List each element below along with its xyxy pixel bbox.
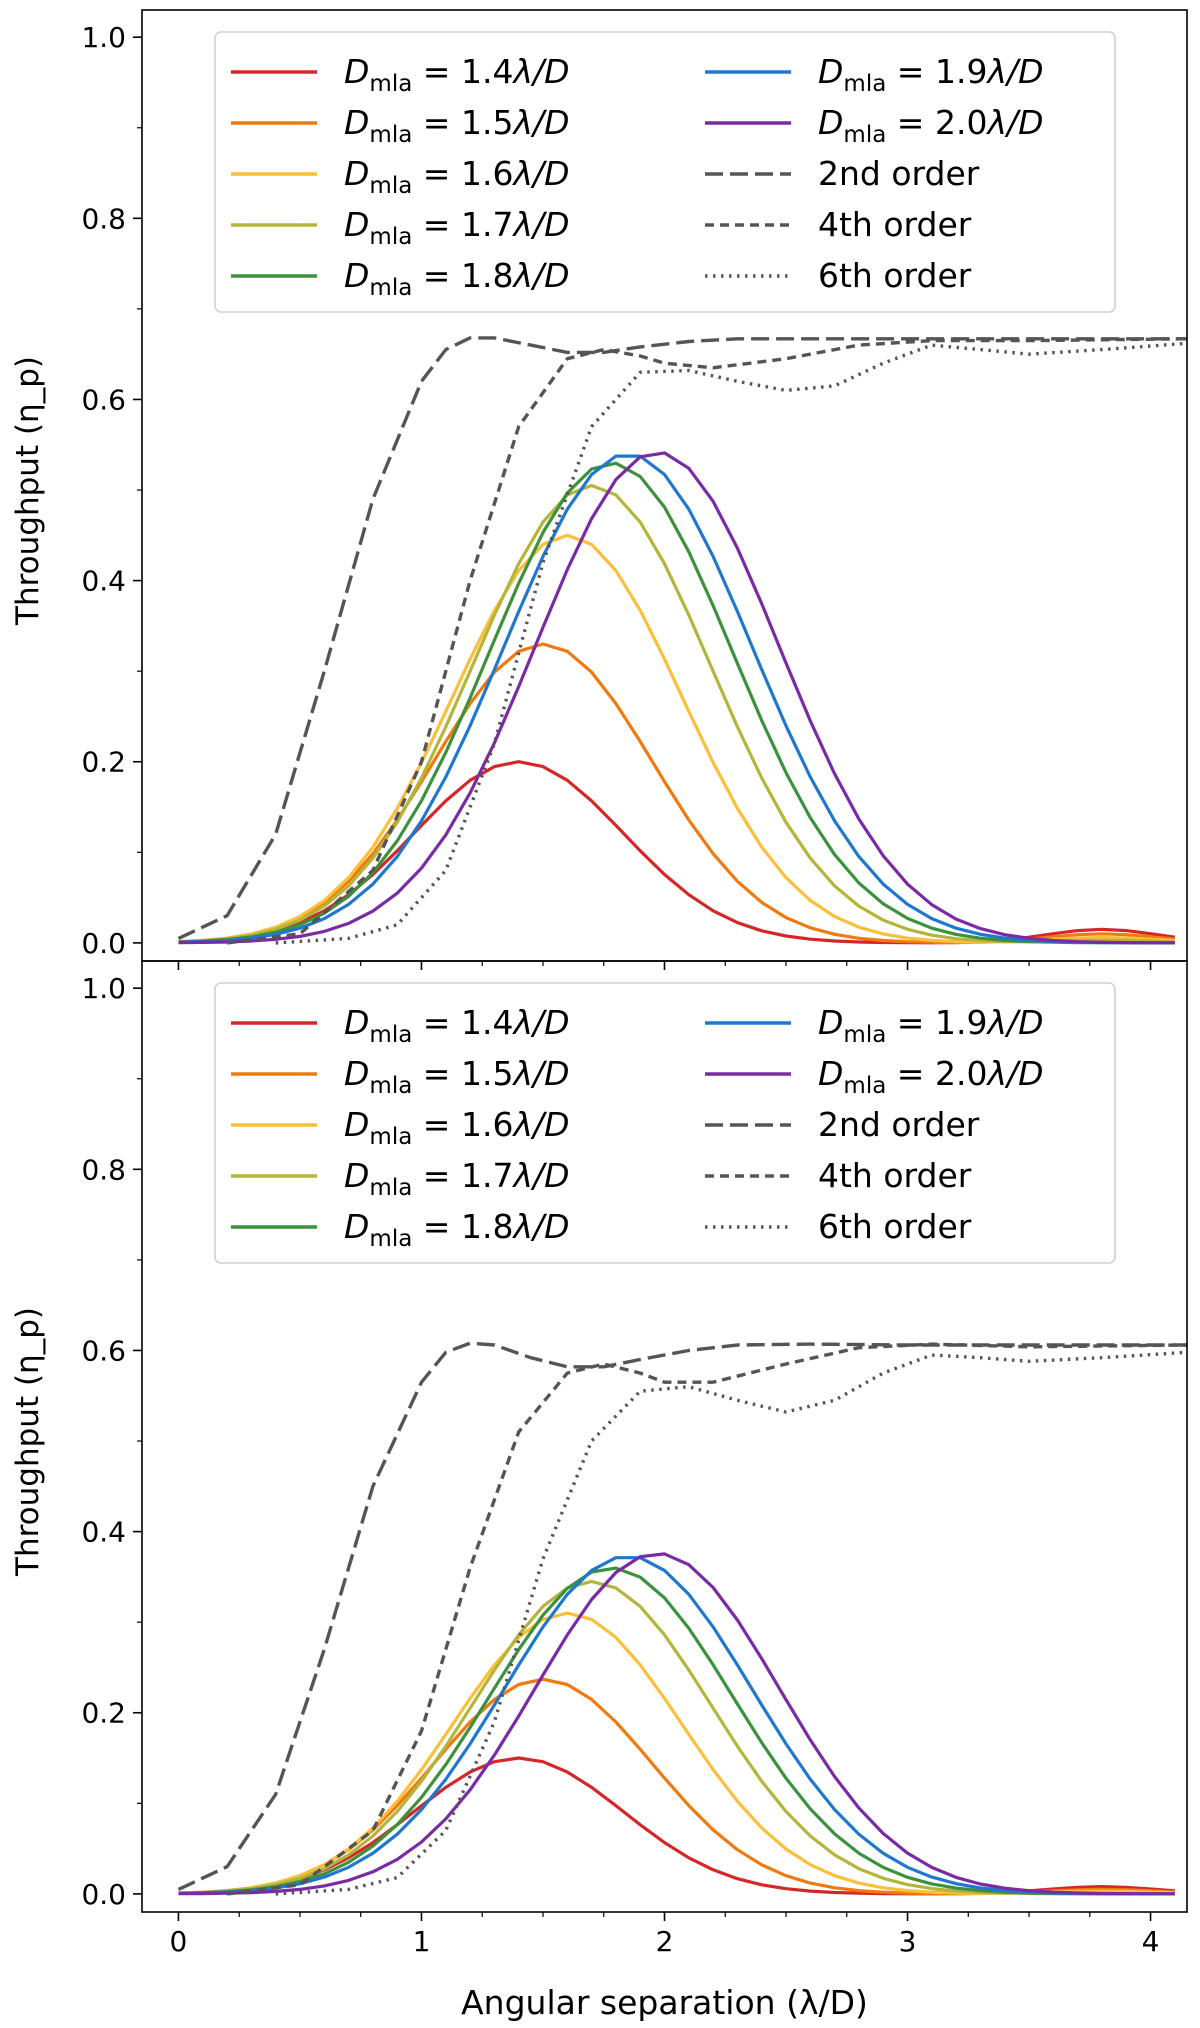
legend: Dmla = 1.4λ/D Dmla = 1.5λ/D Dmla = 1.6λ/D D… (214, 982, 1116, 1264)
legend-label-4: Dmla = 1.8λ/D (344, 256, 570, 301)
y-tick-label: 0.6 (81, 383, 126, 416)
series-line-4 (178, 1566, 1175, 1896)
legend-label-9: 6th order (818, 1207, 972, 1246)
y-axis-label: Throughput (η_p) (10, 1307, 46, 1577)
plot-area (177, 1341, 1187, 1896)
series-line-5 (178, 1556, 1175, 1896)
x-tick-label: 3 (899, 1925, 917, 1958)
legend-label-7: 2nd order (818, 1105, 980, 1144)
series-line-7 (177, 1341, 1187, 1891)
y-tick-label: 0.0 (81, 1878, 126, 1911)
y-tick-label: 0.6 (81, 1334, 126, 1367)
legend-label-4: Dmla = 1.8λ/D (344, 1207, 570, 1252)
series-line-8 (226, 1342, 1187, 1896)
x-tick-label: 1 (413, 1925, 431, 1958)
y-tick-label: 0.4 (81, 565, 126, 598)
legend-label-3: Dmla = 1.7λ/D (344, 205, 570, 250)
series-line-5 (178, 454, 1175, 945)
legend-label-2: Dmla = 1.6λ/D (344, 1105, 570, 1150)
y-tick-label: 0.0 (81, 927, 126, 960)
x-tick-label: 0 (170, 1925, 188, 1958)
chart-panel-top: 0.0 0.2 0.4 0.6 0.8 1.0 Throughput (η_p) Dmla =… (10, 9, 1188, 970)
x-axis-label: Angular separation (λ/D) (461, 1983, 868, 2022)
legend-label-8: 4th order (818, 205, 972, 244)
legend-label-1: Dmla = 1.5λ/D (344, 103, 570, 148)
series-line-6 (178, 1552, 1175, 1896)
legend: Dmla = 1.4λ/D Dmla = 1.5λ/D Dmla = 1.6λ/D D… (214, 31, 1116, 313)
plot-area (177, 336, 1187, 945)
series-line-4 (178, 461, 1175, 945)
legend-label-3: Dmla = 1.7λ/D (344, 1156, 570, 1201)
y-tick-label: 0.8 (81, 202, 126, 235)
x-tick-label: 4 (1142, 1925, 1160, 1958)
legend-label-0: Dmla = 1.4λ/D (344, 52, 570, 97)
legend-label-5: Dmla = 1.9λ/D (818, 1003, 1044, 1048)
y-tick-label: 0.4 (81, 1516, 126, 1549)
legend-box (214, 982, 1116, 1264)
legend-label-6: Dmla = 2.0λ/D (818, 103, 1044, 148)
legend-label-1: Dmla = 1.5λ/D (344, 1054, 570, 1099)
legend-label-9: 6th order (818, 256, 972, 295)
series-line-3 (178, 483, 1175, 944)
legend-label-8: 4th order (818, 1156, 972, 1195)
series-line-8 (226, 337, 1187, 945)
series-line-2 (178, 533, 1175, 944)
chart-panel-bottom: 0.0 0.2 0.4 0.6 0.8 1.0 0 1 2 3 4 Throughput (η_p) A… (10, 960, 1188, 2022)
y-tick-label: 0.8 (81, 1153, 126, 1186)
legend-label-7: 2nd order (818, 154, 980, 193)
y-axis-label: Throughput (η_p) (10, 356, 46, 626)
legend-label-6: Dmla = 2.0λ/D (818, 1054, 1044, 1099)
legend-label-5: Dmla = 1.9λ/D (818, 52, 1044, 97)
series-line-6 (178, 451, 1175, 945)
x-tick-label: 2 (656, 1925, 674, 1958)
legend-label-0: Dmla = 1.4λ/D (344, 1003, 570, 1048)
y-tick-label: 0.2 (81, 746, 126, 779)
y-tick-label: 1.0 (81, 972, 126, 1005)
y-tick-label: 1.0 (81, 21, 126, 54)
y-tick-label: 0.2 (81, 1697, 126, 1730)
series-line-9 (275, 1350, 1187, 1896)
series-line-9 (275, 341, 1187, 945)
legend-box (214, 31, 1116, 313)
series-line-7 (177, 336, 1187, 940)
series-line-3 (178, 1579, 1175, 1896)
legend-label-2: Dmla = 1.6λ/D (344, 154, 570, 199)
